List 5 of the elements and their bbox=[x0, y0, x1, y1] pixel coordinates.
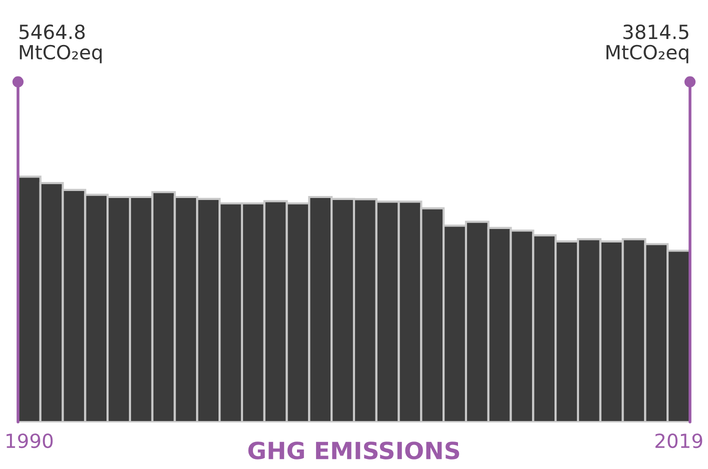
x-tick-label: 2019 bbox=[655, 433, 702, 448]
text: GHG EMISSIONS bbox=[248, 442, 460, 460]
x-tick-label: 1990 bbox=[6, 433, 53, 448]
text: 5464.8 MtCO₂eq bbox=[20, 24, 102, 64]
text: 3814.5 MtCO₂eq bbox=[606, 24, 688, 64]
